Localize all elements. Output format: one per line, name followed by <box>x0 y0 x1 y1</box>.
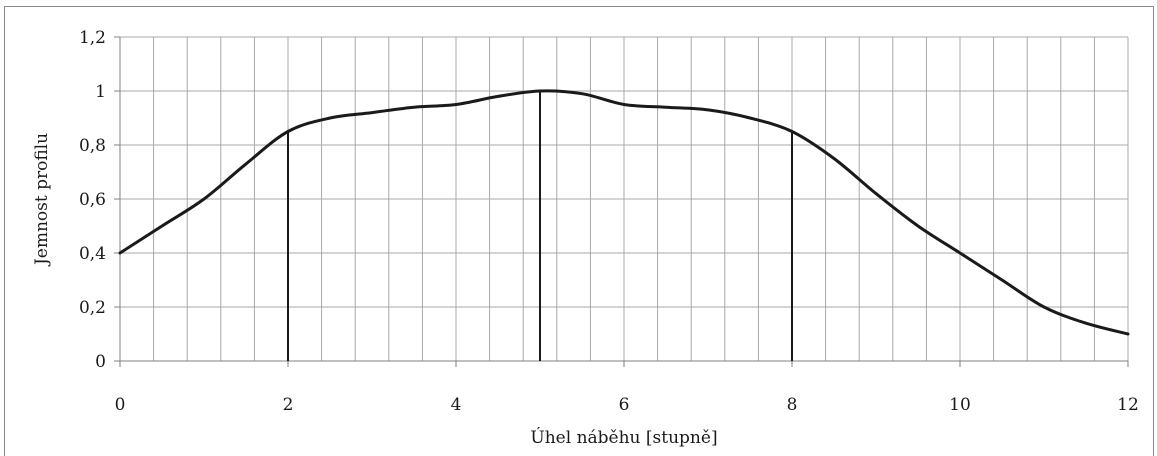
vertical-markers <box>287 91 793 361</box>
x-axis-title: Úhel náběhu [stupně] <box>530 427 717 448</box>
y-tick-label: 0,6 <box>79 190 106 210</box>
y-tick-label: 1 <box>95 82 106 102</box>
x-tick-label: 8 <box>787 395 798 415</box>
series-layer <box>118 89 1130 336</box>
y-tick-label: 1,2 <box>79 28 106 48</box>
chart-frame <box>4 6 1154 456</box>
gridlines <box>120 36 1129 361</box>
y-tick-label: 0 <box>95 352 106 372</box>
y-axis-title: Jemnost profilu <box>32 133 52 267</box>
y-tick-label: 0,4 <box>79 244 106 264</box>
axes <box>114 36 1129 367</box>
x-tick-label: 10 <box>949 395 971 415</box>
x-tick-label: 6 <box>619 395 630 415</box>
x-tick-label: 2 <box>283 395 294 415</box>
x-tick-label: 0 <box>115 395 126 415</box>
y-tick-label: 0,8 <box>79 136 106 156</box>
series-line <box>118 89 1130 336</box>
y-tick-label: 0,2 <box>79 298 106 318</box>
x-tick-label: 4 <box>451 395 462 415</box>
tick-labels: 0 0,2 0,4 0,6 0,8 1 1,2 0 2 4 6 8 10 12 <box>79 28 1139 415</box>
x-tick-label: 12 <box>1117 395 1139 415</box>
